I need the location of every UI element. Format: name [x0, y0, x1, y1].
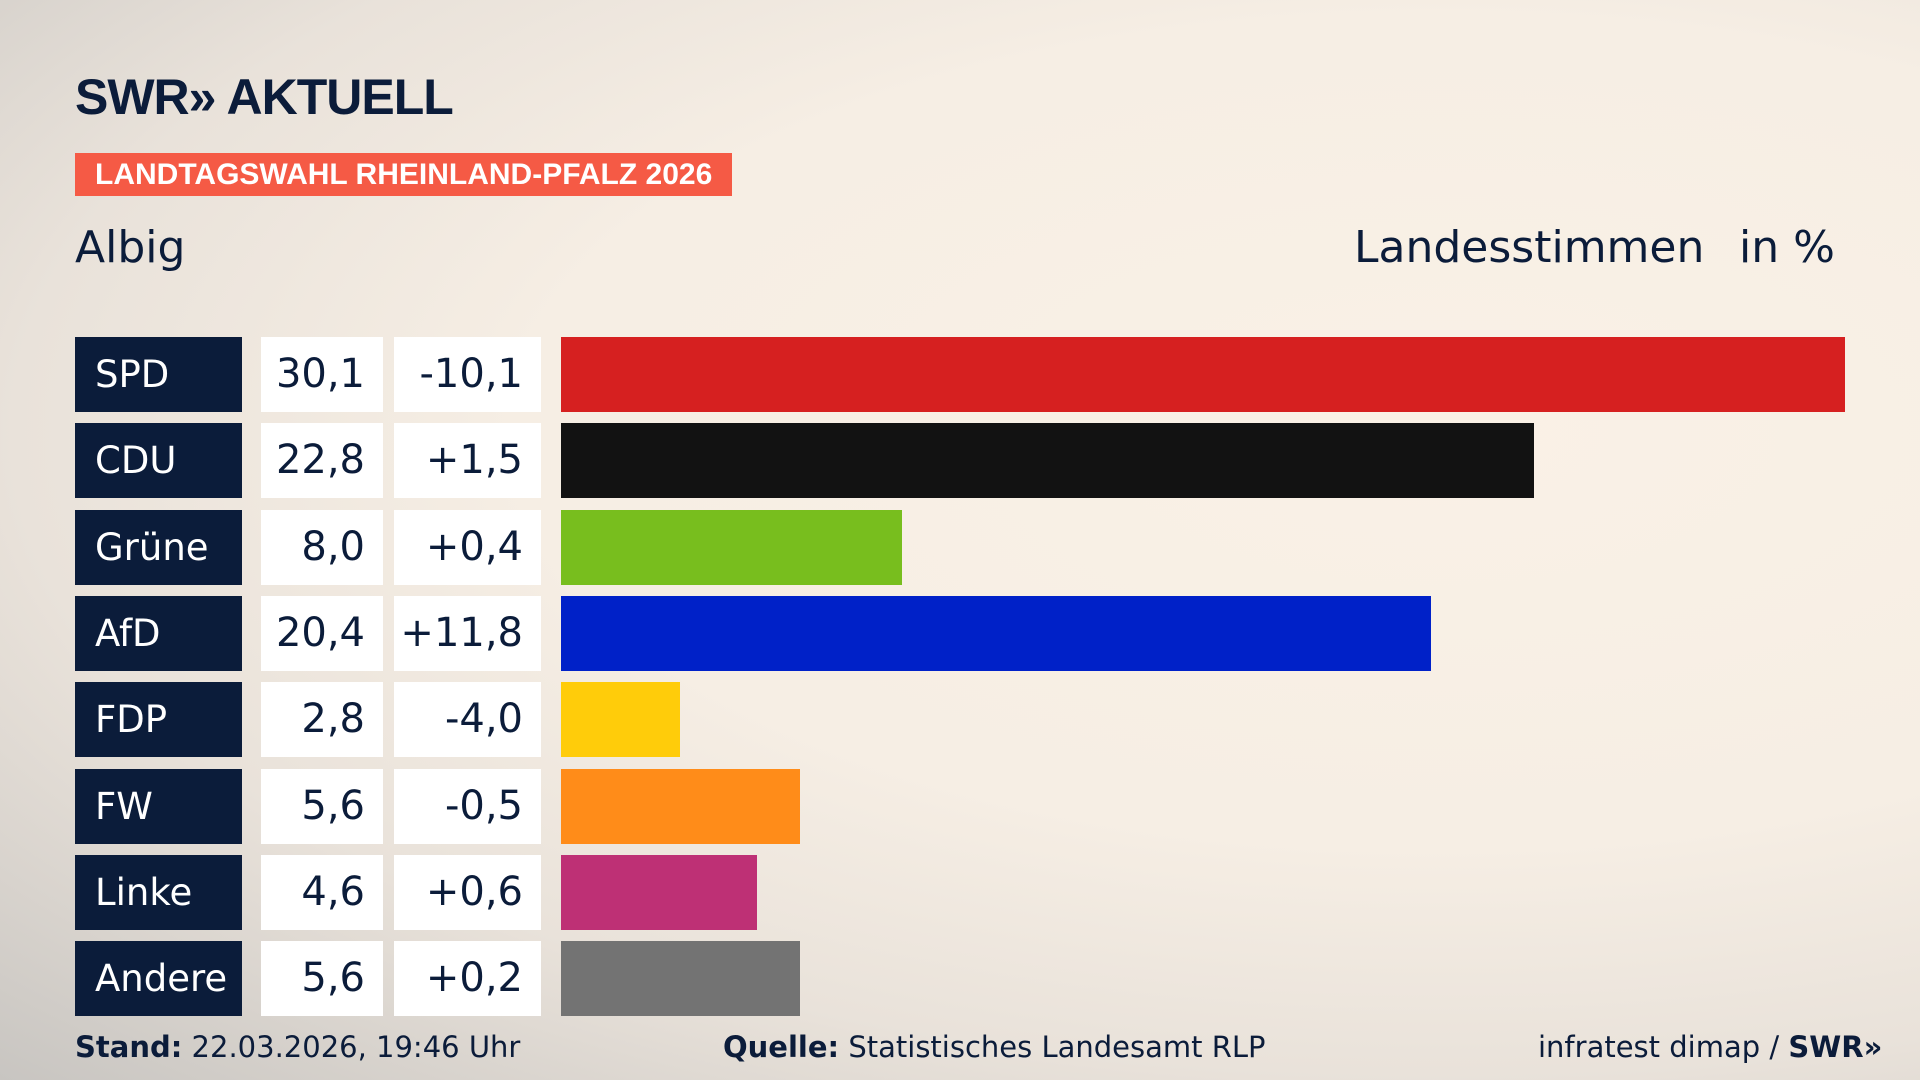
- party-label: CDU: [75, 423, 242, 499]
- credit-text: infratest dimap /: [1538, 1030, 1789, 1064]
- timestamp: Stand: 22.03.2026, 19:46 Uhr: [75, 1030, 520, 1064]
- place-name: Albig: [75, 222, 186, 273]
- change-label: +1,5: [394, 423, 541, 499]
- change-label: +0,2: [394, 941, 541, 1017]
- swr-logo: SWR»: [1788, 1030, 1883, 1064]
- value-label: 5,6: [261, 941, 383, 1017]
- bar: [561, 595, 1432, 671]
- value-label: 8,0: [261, 509, 383, 585]
- value-label: 2,8: [261, 682, 383, 758]
- bar: [561, 854, 758, 930]
- bar: [561, 509, 903, 585]
- measure-label: Landesstimmen: [1354, 222, 1705, 273]
- party-label: Andere: [75, 941, 242, 1017]
- unit-label: in %: [1739, 222, 1835, 273]
- value-label: 4,6: [261, 854, 383, 930]
- party-label: Linke: [75, 854, 242, 930]
- stand-value: 22.03.2026, 19:46 Uhr: [191, 1030, 521, 1064]
- bar: [561, 768, 800, 844]
- value-label: 22,8: [261, 423, 383, 499]
- party-label: AfD: [75, 595, 242, 671]
- bar: [561, 941, 800, 1017]
- party-label: FDP: [75, 682, 242, 758]
- change-label: -4,0: [394, 682, 541, 758]
- bar: [561, 337, 1845, 412]
- election-banner: LANDTAGSWAHL RHEINLAND-PFALZ 2026: [75, 153, 733, 196]
- source: Quelle: Statistisches Landesamt RLP: [723, 1030, 1266, 1064]
- party-label: SPD: [75, 337, 242, 412]
- credit: infratest dimap / SWR»: [1538, 1030, 1882, 1064]
- value-label: 20,4: [261, 595, 383, 671]
- source-label: Quelle:: [723, 1030, 840, 1064]
- party-label: Grüne: [75, 509, 242, 585]
- change-label: +0,4: [394, 509, 541, 585]
- value-label: 5,6: [261, 768, 383, 844]
- stand-label: Stand:: [75, 1030, 183, 1064]
- value-label: 30,1: [261, 337, 383, 412]
- change-label: +11,8: [394, 595, 541, 671]
- change-label: -0,5: [394, 768, 541, 844]
- change-label: -10,1: [394, 337, 541, 412]
- bar: [561, 682, 681, 758]
- bar: [561, 423, 1534, 499]
- source-value: Statistisches Landesamt RLP: [848, 1030, 1266, 1064]
- party-label: FW: [75, 768, 242, 844]
- swr-aktuell-logo: SWR» AKTUELL: [75, 69, 454, 125]
- change-label: +0,6: [394, 854, 541, 930]
